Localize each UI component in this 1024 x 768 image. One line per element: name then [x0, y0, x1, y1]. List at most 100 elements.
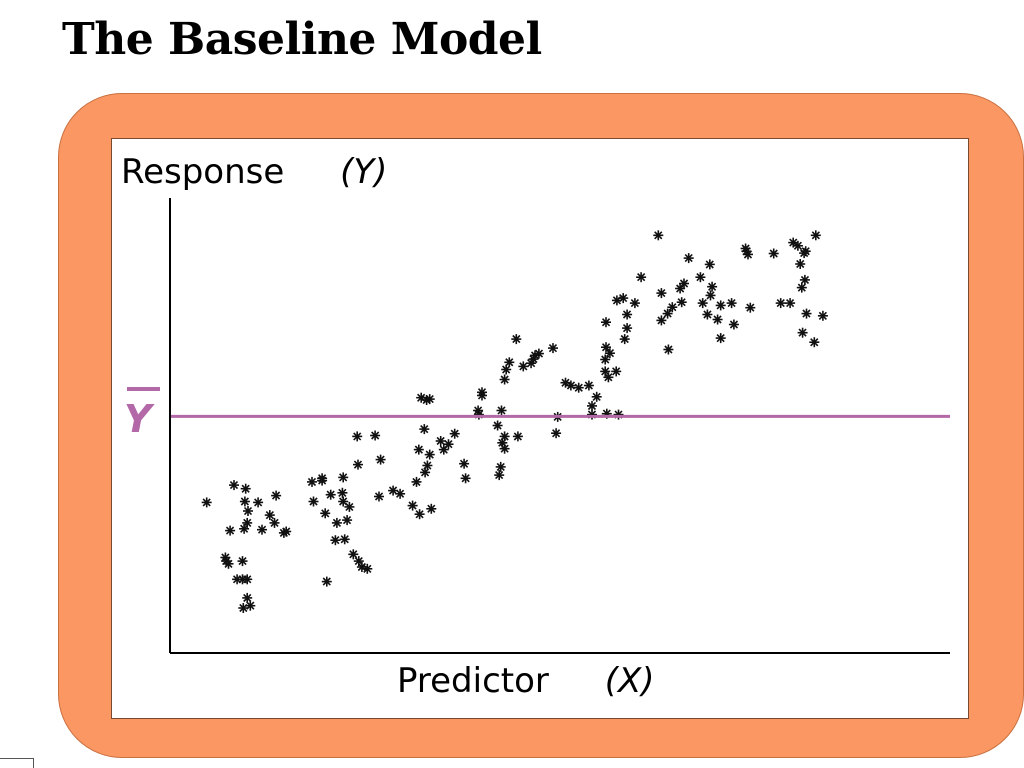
data-point — [743, 249, 753, 260]
data-point — [240, 483, 251, 494]
data-point — [374, 491, 384, 502]
slide-title: The Baseline Model — [62, 14, 542, 65]
x-axis-label-symbol: (X) — [605, 661, 655, 701]
data-point — [426, 503, 437, 514]
data-point — [264, 510, 275, 521]
data-point — [459, 458, 470, 469]
data-point — [704, 259, 715, 270]
points-layer — [201, 230, 828, 613]
data-point — [726, 298, 737, 309]
data-point — [443, 439, 454, 450]
data-point — [320, 508, 331, 519]
data-point — [494, 470, 505, 481]
data-point — [601, 342, 611, 353]
data-point — [667, 302, 678, 313]
data-point — [618, 293, 629, 304]
y-axis-label: Response (Y) — [121, 152, 387, 192]
data-point — [201, 497, 212, 508]
data-point — [353, 459, 363, 470]
data-point — [239, 496, 250, 507]
data-point — [702, 309, 713, 320]
data-point — [587, 400, 597, 411]
data-point — [253, 497, 264, 508]
data-point — [407, 500, 418, 511]
data-point — [629, 298, 640, 309]
data-point — [697, 298, 708, 309]
data-point — [269, 517, 280, 528]
data-point — [424, 394, 435, 405]
data-point — [243, 506, 253, 516]
data-point — [511, 334, 522, 345]
data-point — [221, 556, 232, 567]
data-point — [362, 563, 373, 574]
data-point — [601, 317, 611, 328]
data-point — [662, 308, 673, 319]
data-point — [317, 473, 328, 484]
data-point — [370, 430, 381, 441]
y-axis-label-text: Response — [121, 152, 284, 192]
data-point — [414, 509, 425, 520]
data-point — [583, 380, 594, 391]
data-point — [653, 230, 664, 241]
data-point — [591, 391, 602, 402]
data-point — [603, 372, 614, 383]
data-point — [817, 310, 828, 321]
data-point — [551, 428, 562, 439]
data-point — [419, 424, 430, 435]
data-point — [656, 288, 667, 299]
data-point — [477, 390, 487, 401]
mean-label: Y — [124, 387, 160, 441]
data-point — [395, 488, 406, 499]
data-point — [801, 308, 812, 319]
data-point — [342, 515, 353, 526]
data-point — [424, 449, 435, 460]
data-point — [307, 476, 317, 487]
data-point — [622, 323, 633, 334]
data-point — [473, 405, 484, 416]
data-point — [411, 476, 422, 487]
data-point — [622, 309, 633, 320]
data-point — [229, 480, 239, 491]
data-point — [728, 319, 739, 330]
data-point — [499, 374, 510, 385]
data-point — [337, 487, 348, 498]
data-point — [257, 524, 267, 535]
data-point — [636, 272, 647, 283]
data-point — [548, 343, 558, 354]
data-point — [504, 357, 515, 368]
data-point — [338, 472, 349, 483]
data-point — [330, 535, 341, 546]
data-point — [225, 525, 236, 536]
data-point — [308, 496, 319, 507]
data-point — [565, 380, 576, 391]
data-point — [242, 517, 253, 528]
data-point — [321, 576, 332, 587]
data-point — [613, 409, 624, 420]
data-point — [619, 334, 630, 345]
mean-label-text: Y — [124, 397, 155, 441]
data-point — [518, 361, 529, 372]
data-point — [413, 444, 424, 455]
data-point — [799, 274, 810, 285]
chart-panel — [111, 138, 969, 719]
data-point — [271, 490, 282, 501]
data-point — [339, 534, 350, 545]
data-point — [768, 248, 779, 259]
data-point — [512, 431, 523, 442]
data-point — [676, 297, 687, 308]
data-point — [809, 337, 820, 348]
data-point — [587, 409, 597, 420]
data-point — [422, 460, 433, 471]
data-point — [810, 230, 821, 241]
data-point — [683, 253, 694, 264]
data-point — [338, 496, 349, 507]
data-point — [331, 517, 342, 528]
data-point — [792, 240, 803, 251]
data-point — [499, 443, 510, 454]
data-point — [796, 282, 807, 293]
data-point — [785, 298, 796, 309]
data-point — [533, 348, 544, 359]
y-axis-label-symbol: (Y) — [340, 152, 387, 192]
data-point — [492, 420, 503, 431]
